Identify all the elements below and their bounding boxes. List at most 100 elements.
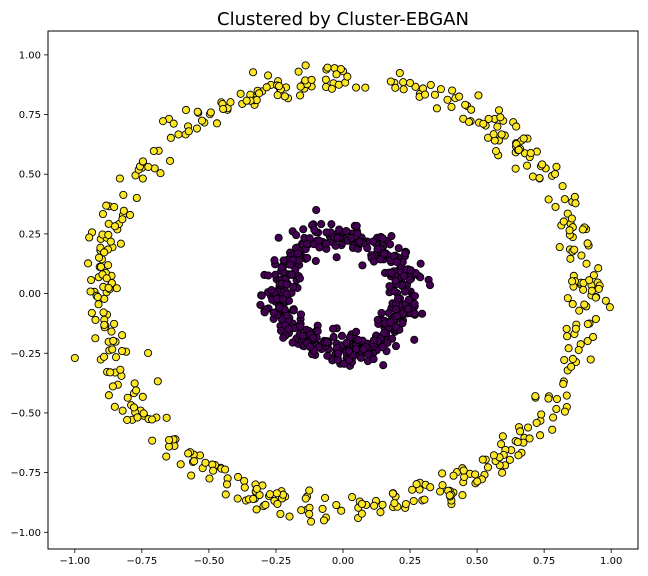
data-point	[205, 474, 214, 483]
data-point	[535, 173, 544, 183]
data-point	[301, 61, 310, 70]
data-point	[410, 299, 419, 308]
data-point	[436, 85, 445, 94]
data-point	[327, 84, 336, 93]
data-point	[409, 496, 418, 506]
data-point	[219, 104, 228, 114]
data-point	[100, 352, 109, 361]
data-point	[276, 509, 285, 519]
data-point	[526, 149, 535, 158]
data-point	[166, 156, 175, 165]
data-point	[352, 327, 361, 336]
data-point	[87, 308, 96, 317]
data-point	[166, 133, 175, 142]
data-point	[126, 210, 135, 220]
data-point	[411, 82, 420, 91]
data-point	[110, 402, 119, 411]
data-point	[363, 350, 373, 359]
data-point	[322, 228, 331, 237]
data-point	[332, 70, 341, 79]
data-point	[296, 82, 305, 91]
data-point	[426, 80, 435, 90]
data-point	[104, 230, 113, 239]
data-point	[289, 282, 298, 291]
data-point	[252, 484, 261, 493]
x-tick-label: 0.00	[332, 556, 354, 567]
data-point	[138, 392, 147, 401]
data-point	[483, 133, 493, 142]
data-point	[222, 480, 232, 489]
data-point	[523, 423, 533, 432]
x-tick-label: 1.00	[600, 556, 622, 567]
data-point	[398, 319, 407, 328]
data-point	[531, 392, 540, 401]
data-point	[589, 271, 598, 280]
data-point	[165, 435, 174, 445]
y-tick-label: 1.00	[19, 50, 41, 61]
data-point	[390, 499, 399, 508]
data-point	[552, 394, 562, 404]
data-point	[249, 68, 258, 77]
series-inner-ring	[256, 205, 435, 370]
x-axis: −1.00 −0.75 −0.50 −0.25 0.00 0.25 0.50 0.75 1.00	[59, 549, 622, 567]
x-tick-label: −0.75	[127, 556, 158, 567]
data-point	[356, 353, 365, 362]
data-point	[551, 202, 560, 211]
data-point	[511, 164, 520, 173]
data-point	[286, 260, 295, 269]
data-point	[525, 434, 534, 443]
data-point	[102, 274, 111, 283]
data-point	[399, 271, 408, 281]
data-point	[400, 287, 409, 296]
data-point	[321, 493, 330, 502]
data-point	[405, 275, 414, 284]
data-point	[329, 332, 338, 342]
y-tick-label: 0.75	[19, 110, 41, 121]
data-point	[347, 233, 356, 242]
data-point	[574, 346, 583, 355]
y-tick-label: −0.75	[10, 468, 41, 479]
data-point	[567, 214, 576, 223]
data-point	[169, 119, 178, 128]
data-point	[394, 244, 403, 253]
data-point	[305, 342, 315, 351]
data-point	[297, 506, 306, 515]
data-point	[391, 322, 400, 331]
data-point	[197, 116, 207, 125]
data-point	[162, 452, 171, 461]
data-point	[391, 305, 400, 314]
data-point	[359, 345, 368, 354]
y-axis: 1.00 0.75 0.50 0.25 0.00 −0.25 −0.50 −0.75 −1.00	[10, 50, 48, 539]
data-point	[93, 292, 102, 302]
data-point	[313, 327, 322, 336]
data-point	[321, 75, 330, 84]
data-point	[355, 237, 364, 246]
data-point	[594, 264, 603, 273]
data-point	[473, 477, 482, 486]
x-tick-label: −1.00	[59, 556, 90, 567]
data-point	[582, 259, 591, 268]
data-point	[323, 338, 332, 347]
data-point	[292, 231, 301, 240]
data-point	[162, 413, 171, 422]
data-point	[399, 78, 408, 87]
data-point	[405, 78, 415, 87]
data-point	[331, 241, 340, 250]
data-point	[315, 243, 324, 252]
data-point	[279, 295, 288, 304]
data-point	[563, 332, 572, 341]
data-point	[591, 293, 600, 302]
data-point	[403, 304, 413, 313]
data-point	[104, 261, 113, 270]
data-point	[448, 86, 457, 95]
x-tick-label: 0.50	[466, 556, 488, 567]
data-point	[148, 436, 157, 445]
data-point	[559, 217, 568, 226]
data-point	[184, 127, 193, 136]
data-point	[516, 427, 525, 436]
data-point	[432, 104, 441, 113]
data-point	[395, 68, 404, 78]
data-point	[352, 221, 361, 230]
data-point	[445, 491, 454, 500]
data-point	[393, 312, 402, 321]
